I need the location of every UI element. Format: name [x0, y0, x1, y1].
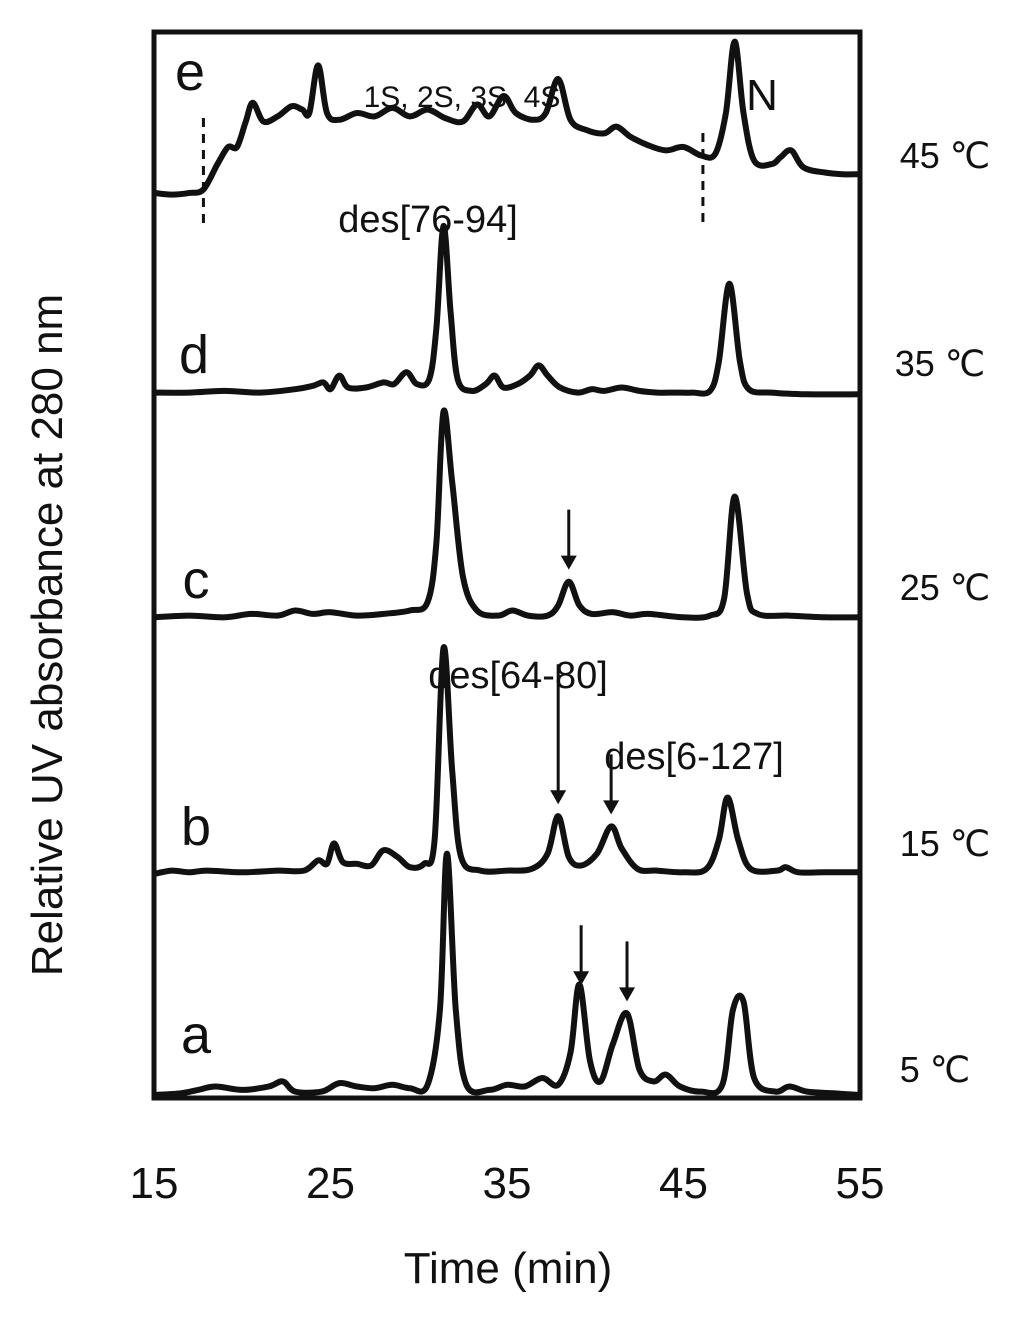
- trace-c: [154, 407, 860, 621]
- plot-content: e 45 ℃ d 35 ℃ c 25 ℃ b 15 ℃ a 5 ℃ 1S, 2S, 3S, 4S Nd…: [154, 38, 990, 1098]
- x-tick-label: 15: [130, 1159, 179, 1208]
- x-tick-labels: 15 25 35 45 55: [130, 1159, 885, 1208]
- x-tick-label: 25: [306, 1159, 355, 1208]
- trace-b: [154, 644, 860, 877]
- series-label-b: b: [181, 797, 211, 857]
- annotation-label: des[76-94]: [338, 199, 518, 241]
- series-label-e: e: [175, 42, 205, 102]
- trace-a: [154, 850, 860, 1098]
- temperature-label-d: 35 ℃: [895, 343, 985, 384]
- y-axis-label: Relative UV absorbance at 280 nm: [23, 294, 72, 976]
- peak-arrow: [603, 754, 620, 815]
- series-label-c: c: [183, 550, 210, 610]
- peak-arrow: [573, 925, 590, 986]
- temperature-label-b: 15 ℃: [900, 823, 990, 864]
- annotation-label: N: [746, 71, 778, 120]
- series-label-a: a: [181, 1005, 212, 1065]
- series-label-d: d: [179, 325, 209, 385]
- trace-e: [154, 38, 860, 198]
- annotation-label: des[6-127]: [604, 736, 784, 778]
- annotation-label: 1S, 2S, 3S, 4S: [364, 81, 561, 114]
- temperature-label-e: 45 ℃: [900, 135, 990, 176]
- peak-arrow: [550, 664, 567, 805]
- x-axis-label: Time (min): [404, 1244, 613, 1293]
- peak-arrow: [560, 509, 577, 570]
- annotation-label: des[64-80]: [428, 655, 608, 697]
- temperature-label-a: 5 ℃: [900, 1049, 970, 1090]
- x-tick-label: 55: [836, 1159, 885, 1208]
- peak-arrow: [619, 941, 636, 1002]
- plot-frame: [151, 29, 863, 1101]
- x-tick-label: 35: [483, 1159, 532, 1208]
- x-tick-label: 45: [659, 1159, 708, 1208]
- temperature-label-c: 25 ℃: [900, 567, 990, 608]
- trace-d: [154, 222, 860, 398]
